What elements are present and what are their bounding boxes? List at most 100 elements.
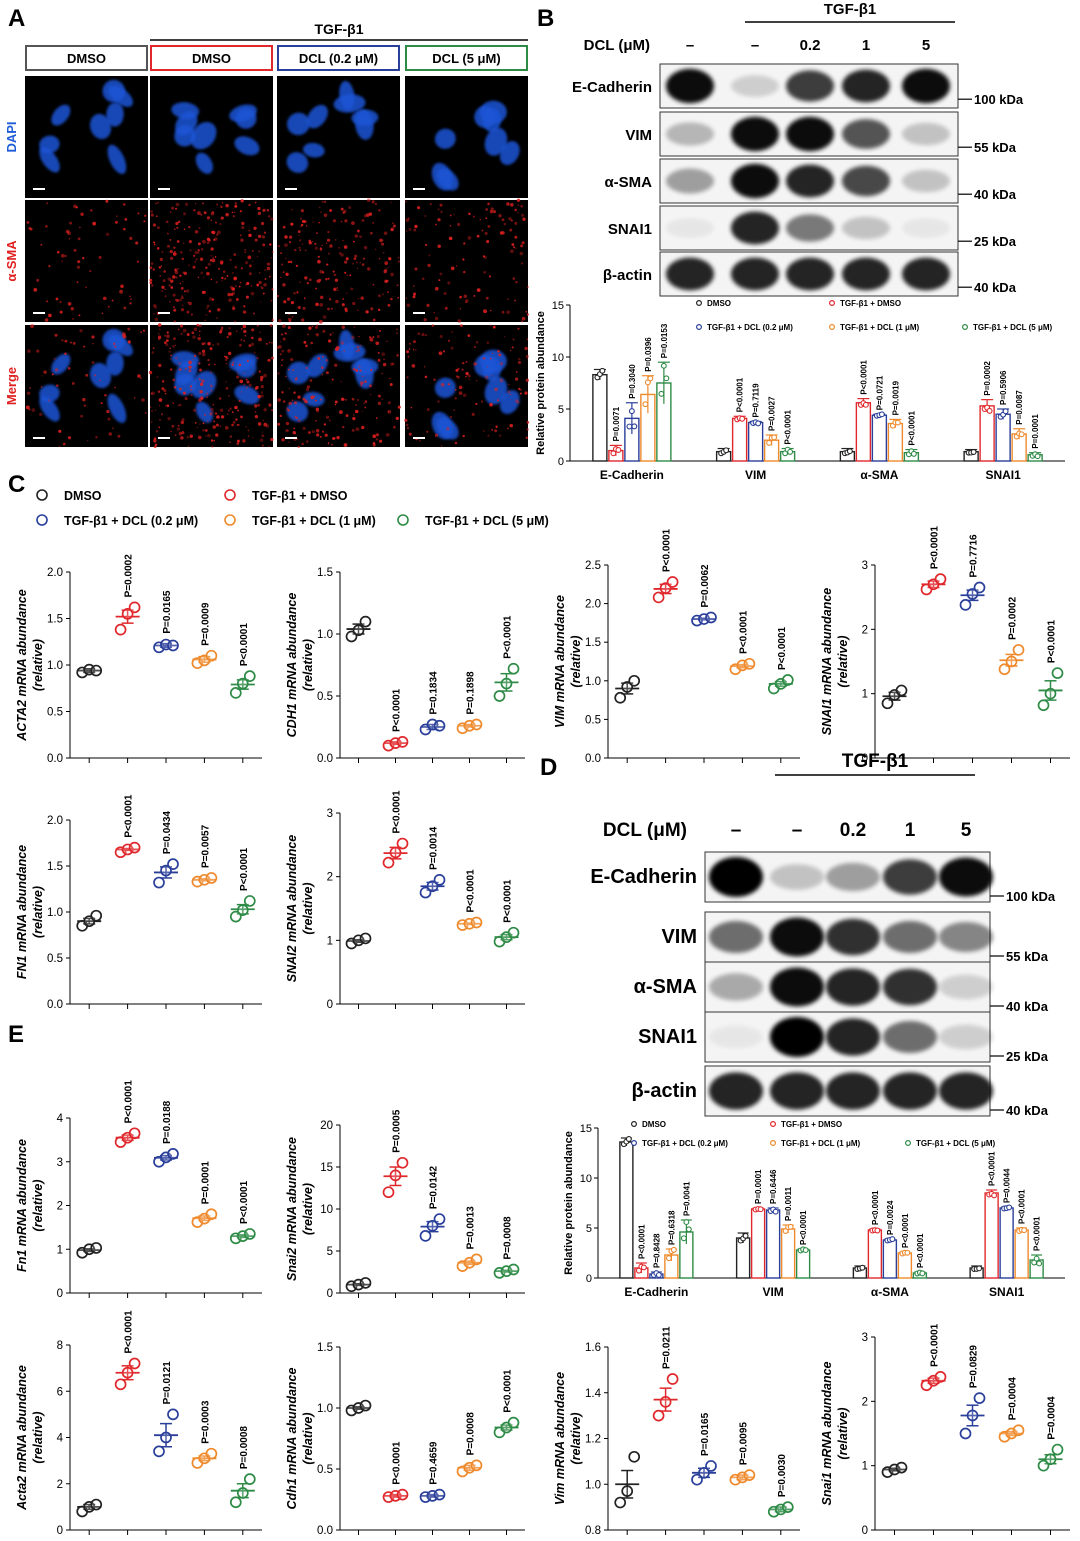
sma-signal-dot [157,390,161,393]
sma-signal-dot [301,442,304,446]
sma-signal-dot [372,434,377,439]
sma-signal-dot [228,394,230,397]
sma-signal-dot [259,272,261,274]
sma-signal-dot [351,335,355,340]
sma-signal-dot [248,203,251,207]
sma-signal-dot [152,223,157,227]
data-point [205,1447,218,1460]
sma-signal-dot [336,435,340,440]
sma-signal-dot [233,253,237,256]
sma-signal-dot [150,392,153,395]
sma-signal-dot [293,401,297,405]
micrograph-tile [25,324,148,448]
sma-signal-dot [340,253,344,257]
nucleus-shape [51,104,71,126]
sma-signal-dot [314,399,317,402]
nucleus-shape [171,102,200,119]
sma-signal-dot [340,380,342,383]
data-point [507,662,520,675]
sma-signal-dot [485,296,489,300]
micrograph-tile [149,199,274,323]
sma-signal-dot [334,278,339,282]
sma-signal-dot [206,396,208,398]
sma-signal-dot [372,222,374,224]
band-label: E-Cadherin [590,866,697,888]
sma-signal-dot [183,228,186,231]
sma-signal-dot [80,414,83,418]
sma-signal-dot [296,291,299,294]
sma-signal-dot [216,342,220,346]
sma-signal-dot [314,246,318,250]
column-header-box [277,45,400,71]
sma-signal-dot [192,265,196,269]
sma-signal-dot [384,268,388,272]
sma-signal-dot [207,358,210,362]
p-value-label: P=0.0001 [754,1169,763,1204]
x-tick-label: VIM [745,468,766,482]
legend-marker [630,1120,637,1127]
sma-signal-dot [241,226,245,230]
sma-signal-dot [170,430,172,433]
y-tick-label: 1.0 [47,660,63,672]
sma-signal-dot [494,429,498,433]
sma-signal-dot [462,434,465,438]
sma-signal-dot [153,439,157,443]
sma-signal-dot [202,422,205,425]
sma-signal-dot [377,351,380,354]
dcl-label: DCL (μM) [584,37,650,54]
sma-signal-dot [334,403,337,406]
data-point [772,1208,779,1215]
data-point [973,581,986,594]
sma-signal-dot [239,210,242,213]
sma-signal-dot [304,249,307,252]
sma-signal-dot [189,385,193,388]
sma-signal-dot [157,332,160,335]
p-value-label: P=0.0013 [466,1206,477,1250]
y-tick-label: 2.0 [47,567,63,579]
p-value-label: P<0.0001 [503,879,514,923]
y-tick-label: 3 [862,1332,868,1344]
sma-signal-dot [348,206,352,210]
data-point [614,1496,627,1509]
sma-signal-dot [321,430,325,433]
bar [795,1249,811,1279]
sma-signal-dot [325,359,328,362]
p-value-label: P=0.0001 [200,1161,211,1205]
sma-signal-dot [486,239,490,244]
sma-signal-dot [327,443,330,445]
sma-signal-dot [408,217,410,220]
sma-signal-dot [210,219,213,222]
sma-signal-dot [214,256,217,258]
sma-signal-dot [431,324,435,327]
sma-signal-dot [214,363,216,366]
protein-band [709,1025,763,1049]
sma-signal-dot [358,235,362,239]
sma-signal-dot [350,287,354,291]
sma-signal-dot [335,299,339,304]
bar [592,373,608,462]
sma-signal-dot [240,328,243,330]
sma-signal-dot [290,300,295,305]
sma-signal-dot [415,349,417,351]
lane-label: – [686,37,694,54]
sma-signal-dot [378,294,381,298]
sma-signal-dot [149,278,153,282]
p-value-label: P=0.0004 [1047,1396,1058,1440]
sma-signal-dot [229,258,232,262]
sma-signal-dot [206,237,211,241]
data-point [243,895,256,907]
sma-signal-dot [434,433,439,437]
sma-signal-dot [155,307,157,309]
sma-signal-dot [198,351,202,356]
sma-signal-dot [333,287,337,292]
sma-signal-dot [299,239,302,242]
sma-signal-dot [382,251,385,254]
p-value-label: P<0.0001 [637,1224,646,1259]
p-value-label: P<0.0001 [239,1180,250,1224]
sma-signal-dot [201,381,203,383]
data-point [507,1263,520,1276]
sma-signal-dot [349,274,352,277]
